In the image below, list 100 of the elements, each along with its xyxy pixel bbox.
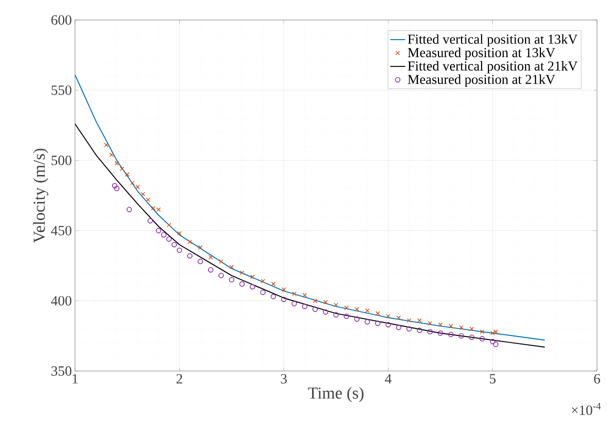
- point: [322, 309, 328, 315]
- point: [438, 322, 443, 327]
- point: [188, 240, 192, 244]
- point: [354, 316, 360, 322]
- legend-label: Fitted vertical position at 21kV: [408, 61, 578, 74]
- point: [302, 292, 307, 298]
- legend-label: Fitted vertical position at 13kV: [408, 34, 578, 47]
- y-tick-label: 450: [51, 226, 72, 236]
- point: [344, 306, 349, 310]
- point: [396, 315, 401, 320]
- point: [112, 182, 118, 188]
- point: [428, 321, 432, 326]
- legend-label: Measured position at 13kV: [408, 48, 556, 60]
- y-tick-label: 600: [51, 15, 72, 25]
- x-tick-label: 2: [176, 374, 182, 384]
- point: [396, 324, 402, 330]
- point: [493, 329, 498, 334]
- point: [323, 300, 328, 304]
- x-tick-label: 5: [490, 374, 496, 384]
- point: [218, 272, 224, 278]
- point: [427, 329, 433, 334]
- x-tick-label: 4: [384, 374, 392, 384]
- point: [104, 142, 109, 148]
- point: [198, 245, 203, 250]
- point: [448, 332, 454, 338]
- y-tick-label: 550: [52, 85, 72, 95]
- point: [229, 264, 234, 270]
- point: [282, 287, 286, 292]
- point: [292, 292, 296, 296]
- point: [386, 314, 390, 318]
- point: [218, 259, 224, 264]
- x-tick-label: 6: [594, 374, 600, 384]
- point: [469, 326, 474, 332]
- point: [114, 160, 120, 166]
- point: [135, 184, 140, 190]
- point: [126, 206, 132, 212]
- point: [281, 296, 286, 302]
- text: ×10$^{-4}$: [572, 402, 601, 415]
- point: [302, 304, 308, 310]
- point: [260, 290, 266, 296]
- point: [490, 338, 496, 344]
- x-tick-label: 3: [280, 374, 287, 384]
- point: [250, 274, 255, 280]
- point: [312, 298, 318, 304]
- point: [109, 152, 114, 158]
- point: [166, 222, 172, 228]
- point: [187, 253, 193, 259]
- y-tick-label: 400: [51, 296, 72, 306]
- point: [208, 267, 214, 273]
- point: [448, 324, 454, 328]
- point: [260, 278, 266, 284]
- point: [161, 232, 166, 238]
- point: [334, 302, 338, 308]
- point: [493, 342, 498, 348]
- point: [271, 282, 276, 286]
- point: [114, 186, 120, 192]
- point: [250, 284, 256, 290]
- point: [270, 294, 276, 300]
- point: [172, 242, 177, 248]
- point: [208, 255, 213, 260]
- point: [459, 325, 464, 330]
- point: [364, 319, 370, 325]
- point: [140, 192, 146, 196]
- point: [198, 258, 203, 264]
- point: [333, 312, 339, 318]
- point: [416, 328, 422, 333]
- x-axis-title: Time (s): [308, 386, 364, 402]
- point: [344, 314, 350, 319]
- point: [292, 300, 297, 306]
- point: [166, 236, 172, 242]
- point: [386, 322, 391, 328]
- point: [354, 306, 360, 312]
- point: [156, 228, 162, 234]
- point: [406, 318, 412, 323]
- point: [239, 281, 245, 287]
- point: [376, 311, 380, 316]
- point: [120, 166, 124, 172]
- point: [312, 306, 318, 312]
- point: [479, 336, 485, 342]
- point: [406, 326, 412, 332]
- point: [147, 218, 153, 224]
- point: [375, 320, 380, 326]
- y-tick-label: 350: [51, 366, 72, 376]
- point: [124, 172, 130, 177]
- y-axis-title: Velocity (m/s): [33, 148, 48, 243]
- point: [176, 248, 182, 253]
- y-tick-label: 500: [52, 156, 72, 166]
- point: [240, 270, 244, 275]
- point: [177, 231, 182, 236]
- point: [458, 333, 464, 339]
- point: [469, 334, 474, 340]
- point: [438, 330, 444, 336]
- point: [365, 308, 370, 313]
- point: [228, 277, 234, 282]
- legend-label: Measured position at 21kV: [408, 74, 556, 87]
- point: [490, 330, 495, 336]
- point: [130, 180, 135, 186]
- point: [480, 329, 484, 334]
- x-tick-label: 1: [72, 374, 78, 384]
- point: [417, 318, 422, 323]
